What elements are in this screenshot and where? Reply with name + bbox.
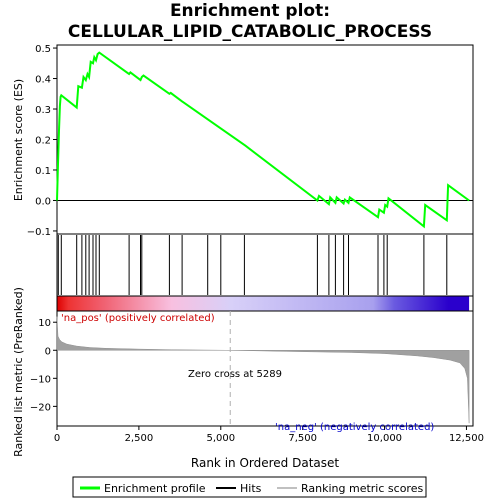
legend: Enrichment profile Hits Ranking metric s…	[72, 476, 427, 498]
metric-x-tick-label: 7,500	[288, 433, 317, 444]
legend-hits-label: Hits	[240, 482, 262, 495]
es-panel-frame	[56, 44, 474, 235]
ranking-color-bar	[56, 295, 474, 312]
legend-frame	[72, 476, 427, 498]
es-y-tick-label: −0.1	[27, 227, 51, 238]
es-y-tick-label: 0.0	[35, 196, 51, 207]
es-y-tick-label: 0.5	[35, 44, 51, 55]
chart-title: Enrichment plot: CELLULAR_LIPID_CATABOLI…	[0, 1, 500, 43]
metric-y-tick-label: 10	[38, 318, 51, 329]
es-y-axis: −0.1 0.0 0.1 0.2 0.3 0.4 0.5	[27, 44, 57, 238]
metric-x-tick-label: 5,000	[206, 433, 235, 444]
legend-metric-label: Ranking metric scores	[301, 482, 423, 495]
hits-panel	[56, 233, 474, 297]
es-y-tick-label: 0.4	[35, 75, 51, 86]
metric-x-tick-label: 12,500	[449, 433, 484, 444]
metric-y-tick-label: −20	[30, 402, 51, 413]
metric-y-axis: 10 0 −10 −20	[30, 318, 57, 413]
enrichment-profile-line	[56, 51, 470, 229]
metric-y-tick-label: 0	[45, 346, 51, 357]
legend-enrichment-label: Enrichment profile	[104, 482, 206, 495]
metric-x-tick-label: 0	[54, 433, 60, 444]
metric-x-axis-label: Rank in Ordered Dataset	[191, 456, 339, 470]
es-panel: −0.1 0.0 0.1 0.2 0.3 0.4 0.5 Enrichment score …	[12, 44, 474, 238]
pos-correlated-label: 'na_pos' (positively correlated)	[61, 313, 215, 324]
metric-panel: 10 0 −10 −20 0 2,500 5,000 7,500 10,000 12,500 '…	[12, 287, 484, 470]
es-y-tick-label: 0.1	[35, 166, 51, 177]
hit-markers	[57, 235, 448, 295]
es-y-tick-label: 0.2	[35, 136, 51, 147]
neg-correlated-label: 'na_neg' (negatively correlated)	[275, 422, 434, 433]
metric-x-tick-label: 10,000	[367, 433, 402, 444]
chart-title-line2: CELLULAR_LIPID_CATABOLIC_PROCESS	[67, 22, 433, 42]
hits-panel-frame	[56, 233, 474, 297]
metric-y-axis-label: Ranked list metric (PreRanked)	[12, 287, 25, 457]
metric-panel-frame	[56, 310, 474, 427]
metric-y-tick-label: −10	[30, 374, 51, 385]
metric-x-axis: 0 2,500 5,000 7,500 10,000 12,500	[54, 426, 484, 444]
zero-cross-label: Zero cross at 5289	[188, 369, 282, 380]
ranking-metric-area	[56, 316, 470, 424]
es-y-tick-label: 0.3	[35, 105, 51, 116]
es-y-axis-label: Enrichment score (ES)	[12, 79, 25, 201]
metric-x-tick-label: 2,500	[125, 433, 154, 444]
ranking-color-bar-fill	[57, 296, 470, 311]
chart-title-line1: Enrichment plot:	[169, 1, 331, 21]
